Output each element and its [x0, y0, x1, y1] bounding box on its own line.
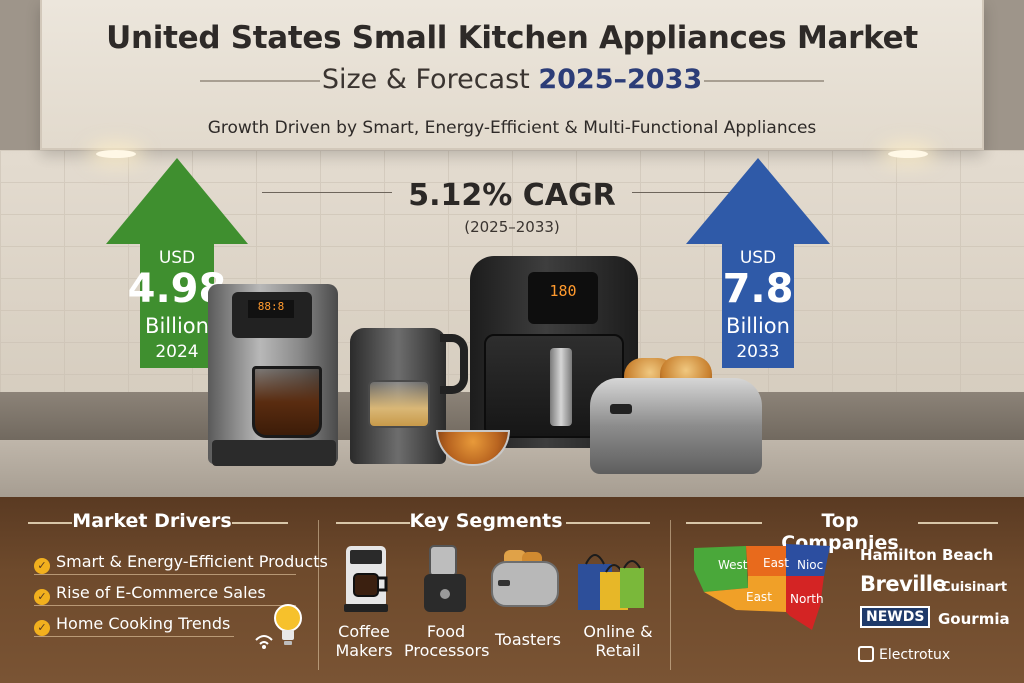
- company-breville: Breville: [860, 572, 947, 596]
- segments-title: Key Segments: [409, 510, 563, 532]
- driver-rule: [34, 605, 296, 606]
- market-2033-arrow: USD 7.8 Billion 2033: [686, 158, 830, 368]
- shopping-bags-icon: [578, 554, 644, 610]
- segment-label: Toasters: [494, 630, 561, 649]
- cagr-value: 5.12% CAGR: [408, 178, 616, 213]
- tagline: Growth Driven by Smart, Energy-Efficient…: [207, 118, 817, 138]
- food-processor-handle: [440, 334, 468, 394]
- section-rule: [566, 522, 650, 524]
- market-2024-scale: Billion: [145, 314, 209, 338]
- section-rule: [686, 522, 762, 524]
- cagr-period: (2025–2033): [464, 218, 560, 236]
- map-region-label: Nioc: [797, 558, 824, 572]
- up-arrow-icon: [686, 158, 830, 368]
- market-2033-year: 2033: [736, 342, 780, 362]
- driver-label: Rise of E-Commerce Sales: [56, 583, 266, 602]
- drivers-title: Market Drivers: [72, 510, 232, 532]
- section-rule: [918, 522, 998, 524]
- coffee-maker-icon: [344, 546, 388, 612]
- map-region-label: West: [718, 558, 748, 572]
- market-2024-unit: USD: [158, 248, 196, 268]
- lightbulb-icon: [255, 604, 302, 649]
- section-rule: [28, 522, 72, 524]
- subtitle-years: 2025–2033: [538, 64, 703, 95]
- subtitle-prefix: Size & Forecast: [321, 64, 530, 95]
- subtitle: Size & Forecast 2025–2033: [0, 64, 1024, 95]
- map-region-label: North: [790, 592, 824, 606]
- under-cabinet-light: [888, 150, 928, 158]
- toaster-lever: [610, 404, 632, 414]
- map-region-label: East: [746, 590, 772, 604]
- electrolux-logo-icon: [858, 646, 874, 662]
- countertop: [0, 440, 1024, 500]
- driver-rule: [34, 636, 234, 637]
- subtitle-rule-right: [704, 80, 824, 82]
- cagr-rule-right: [632, 192, 762, 193]
- market-2024-year: 2024: [155, 342, 199, 362]
- company-cuisinart: .Cuisinart: [936, 580, 1008, 595]
- segment-label: Food Processors: [404, 622, 490, 660]
- subtitle-rule-left: [200, 80, 320, 82]
- page-title: United States Small Kitchen Appliances M…: [106, 20, 918, 56]
- air-fryer-handle: [550, 348, 572, 426]
- segment-label: Coffee Makers: [335, 622, 393, 660]
- air-fryer-panel: [528, 272, 598, 324]
- map-region-label: East: [763, 556, 789, 570]
- driver-label: Home Cooking Trends: [56, 614, 231, 633]
- company-electrotux: Electrotux: [858, 644, 950, 663]
- segment-label: Online & Retail: [583, 622, 653, 660]
- section-divider: [318, 520, 319, 670]
- section-rule: [232, 522, 288, 524]
- cagr-rule-left: [262, 192, 392, 193]
- driver-label: Smart & Energy-Efficient Products: [56, 552, 328, 571]
- company-hamilton-beach: Hamilton Beach: [860, 546, 994, 564]
- driver-item: ✓ Home Cooking Trends: [34, 614, 230, 636]
- driver-item: ✓ Rise of E-Commerce Sales: [34, 583, 266, 605]
- check-icon: ✓: [34, 589, 50, 605]
- air-fryer-display: 180: [549, 282, 577, 300]
- upper-cabinet: [40, 0, 984, 150]
- driver-rule: [34, 574, 296, 575]
- food-processor-icon: [424, 545, 466, 612]
- market-2033-amount: 7.8: [722, 266, 794, 312]
- us-map-icon: [694, 544, 830, 630]
- section-divider: [670, 520, 671, 670]
- market-2033-unit: USD: [739, 248, 777, 268]
- food-processor-jar: [368, 380, 430, 428]
- check-icon: ✓: [34, 558, 50, 574]
- toaster-body: [590, 378, 762, 474]
- market-2033-scale: Billion: [726, 314, 790, 338]
- check-icon: ✓: [34, 620, 50, 636]
- company-newds: NEWDS: [860, 606, 931, 628]
- coffee-maker-base: [212, 440, 336, 466]
- driver-item: ✓ Smart & Energy-Efficient Products: [34, 552, 328, 574]
- section-rule: [336, 522, 410, 524]
- toaster-icon: [491, 550, 559, 607]
- company-gourmia: Gourmia: [938, 610, 1010, 628]
- coffee-maker-display: 88:8: [248, 300, 294, 318]
- under-cabinet-light: [96, 150, 136, 158]
- coffee-carafe: [252, 366, 322, 438]
